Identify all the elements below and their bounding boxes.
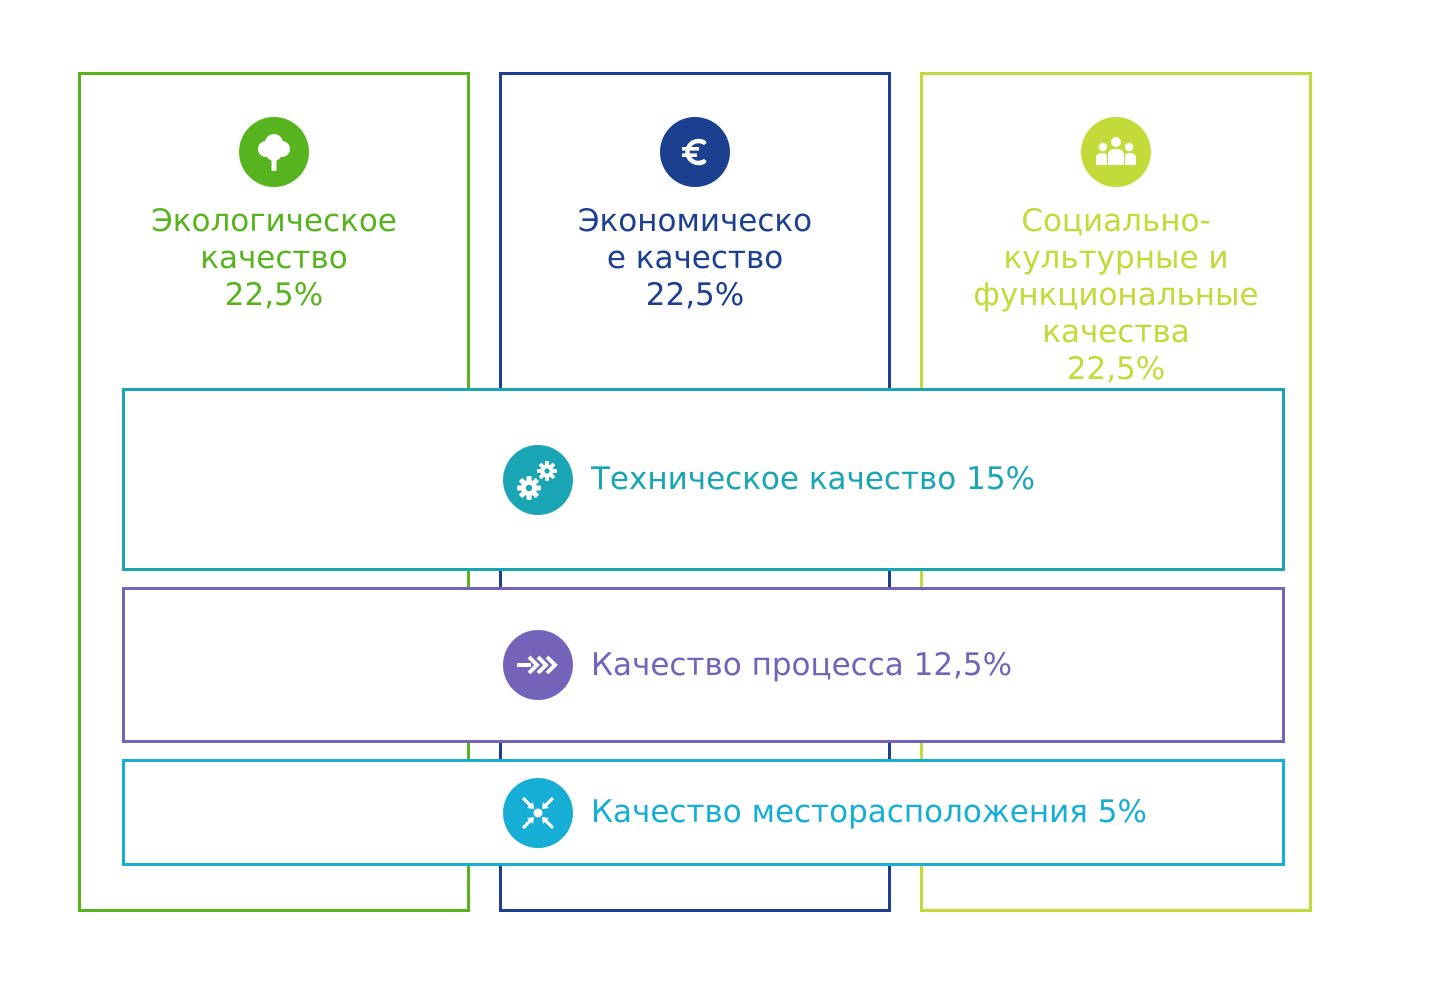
band-location-label: Качество месторасположения 5% — [591, 794, 1147, 830]
pillar-ecological: Экологическое качество 22,5% — [78, 72, 470, 912]
people-group-icon — [1081, 117, 1151, 187]
pillar-ecological-text: Экологическое качество 22,5% — [91, 203, 457, 314]
pillar-economic-text: Экономическо е качество 22,5% — [512, 203, 878, 314]
pillar-percent: 22,5% — [224, 277, 324, 313]
pillar-title-line: Экономическо — [577, 203, 813, 239]
band-process-content: Качество процесса 12,5% — [503, 630, 1012, 700]
pillar-title-line: качество — [200, 240, 348, 276]
band-technical-content: Техническое качество 15% — [503, 444, 1036, 515]
pillar-title-line: е качество — [606, 240, 784, 276]
pillar-percent: 22,5% — [1066, 351, 1166, 387]
pillar-percent: 22,5% — [645, 277, 745, 313]
gears-icon — [503, 444, 573, 515]
pillar-title-line: функциональные — [973, 277, 1259, 313]
band-location: Качество месторасположения 5% — [122, 759, 1285, 866]
pillar-title-line: культурные и — [1003, 240, 1229, 276]
band-process-label: Качество процесса 12,5% — [591, 646, 1013, 683]
pillar-title-line: Социально- — [1021, 203, 1211, 239]
pillar-social-text: Социально- культурные и функциональные к… — [933, 203, 1299, 388]
arrows-right-icon — [503, 630, 573, 700]
euro-icon — [660, 117, 730, 187]
band-process: Качество процесса 12,5% — [122, 587, 1285, 743]
pillar-title-line: Экологическое — [151, 203, 397, 239]
converge-arrows-icon — [503, 777, 573, 848]
band-technical: Техническое качество 15% — [122, 388, 1285, 571]
band-location-content: Качество месторасположения 5% — [503, 777, 1147, 848]
band-technical-label: Техническое качество 15% — [591, 461, 1036, 497]
pillar-title-line: качества — [1042, 314, 1190, 350]
tree-icon — [239, 117, 309, 187]
